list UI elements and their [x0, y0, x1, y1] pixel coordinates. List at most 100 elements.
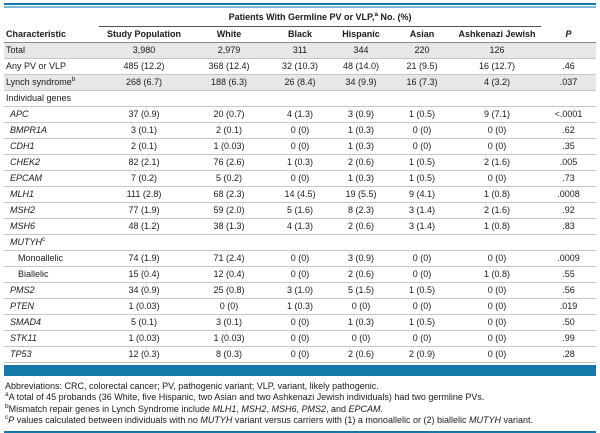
cell-value: 0 (0): [487, 349, 507, 359]
cell-value: 2 (0.1): [215, 125, 242, 135]
cell-value: 2 (0.6): [347, 221, 374, 231]
cell-value: 1 (0.5): [408, 285, 435, 295]
cell-value: 76 (2.6): [213, 157, 245, 167]
cell-value: 2 (0.1): [130, 141, 157, 151]
cell-value: 2,979: [217, 45, 241, 55]
cell-p-value: .46: [562, 61, 575, 71]
cell-value: 5 (0.1): [130, 317, 157, 327]
superscript-a: a: [5, 391, 9, 398]
row-label-tp53: TP53: [4, 346, 99, 362]
cell-value: 0 (0): [290, 141, 310, 151]
cell-value: 4 (1.3): [286, 221, 313, 231]
cell-p-value: .73: [562, 173, 575, 183]
cell-value: 0 (0): [487, 173, 507, 183]
cell-p-value: .92: [562, 205, 575, 215]
column-header-white: White: [189, 26, 269, 43]
table-row-stk11: STK11 1 (0.03) 1 (0.03) 0 (0) 0 (0) 0 (0) 0 (0…: [4, 330, 596, 346]
cell-value: 5 (1.5): [347, 285, 374, 295]
cell-value: 9 (7.1): [484, 109, 511, 119]
table-row-cdh1: CDH1 2 (0.1) 1 (0.03) 0 (0) 1 (0.3) 0 (0) 0 (0…: [4, 138, 596, 154]
table-top-rule: [4, 3, 596, 8]
group-header-row: Patients With Germline PV or VLP,a No. (…: [4, 9, 596, 27]
gene-name: PMS2: [10, 285, 35, 295]
footnote-italic-term: MSH2: [241, 403, 267, 414]
cell-value: 1 (0.03): [128, 301, 160, 311]
cell-value: 0 (0): [290, 125, 310, 135]
table-header: Patients With Germline PV or VLP,a No. (…: [4, 9, 596, 43]
cell-value: 111 (2.8): [126, 189, 162, 199]
cell-value: 12 (0.3): [128, 349, 160, 359]
cell-value: 0 (0): [487, 285, 507, 295]
row-label-chek2: CHEK2: [4, 154, 99, 170]
cell-p-value: <.0001: [554, 109, 583, 119]
cell-value: 1 (0.03): [128, 333, 160, 343]
footnote-italic-term: MUTYH: [200, 415, 233, 425]
cell-value: 0 (0): [487, 317, 507, 327]
cell-value: 8 (2.3): [347, 205, 374, 215]
cell-p-value: .83: [562, 221, 575, 231]
row-label-monoallelic: Monoallelic: [18, 253, 64, 263]
cell-value: 1 (0.03): [213, 333, 245, 343]
cell-value: 74 (1.9): [128, 253, 160, 263]
cell-value: 1 (0.3): [347, 173, 374, 183]
cell-value: 220: [414, 45, 430, 55]
column-header-row: Characteristic Study Population White Black…: [4, 26, 596, 43]
cell-value: 59 (2.0): [213, 205, 245, 215]
table-row-tp53: TP53 12 (0.3) 8 (0.3) 0 (0) 2 (0.6) 2 (0.9) 0 …: [4, 346, 596, 362]
cell-value: 0 (0): [290, 333, 310, 343]
footnote-a: aA total of 45 probands (36 White, five …: [5, 391, 485, 402]
table-row-pten: PTEN 1 (0.03) 0 (0) 1 (0.3) 0 (0) 0 (0) 0 (0).…: [4, 298, 596, 314]
cell-value: 0 (0): [412, 141, 432, 151]
cell-value: 1 (0.8): [484, 221, 511, 231]
cell-value: 12 (0.4): [213, 269, 245, 279]
table-row-pms2: PMS2 34 (0.9) 25 (0.8) 3 (1.0) 5 (1.5) 1 (0.5…: [4, 282, 596, 298]
table-row-epcam: EPCAM 7 (0.2) 5 (0.2) 0 (0) 1 (0.3) 1 (0.5) 0 …: [4, 170, 596, 186]
superscript-b: b: [71, 76, 76, 83]
column-header-p: P: [541, 26, 596, 43]
row-label-any-pv-or-vlp: Any PV or VLP: [6, 61, 67, 71]
cell-value: 8 (0.3): [215, 349, 242, 359]
cell-value: 1 (0.5): [408, 317, 435, 327]
gene-name: PTEN: [10, 301, 35, 311]
table-row-lynch-syndrome: Lynch syndromeb 268 (6.7) 188 (6.3) 26 (8.4…: [4, 74, 596, 90]
footnote-italic-term: P: [8, 415, 15, 425]
table-footer-bar: [4, 364, 596, 376]
cell-value: 1 (0.3): [347, 141, 374, 151]
footnote-italic-term: EPCAM: [348, 403, 381, 414]
cell-p-value: .50: [562, 317, 575, 327]
cell-value: 0 (0): [351, 301, 371, 311]
gene-name: TP53: [10, 349, 32, 359]
cell-p-value: .35: [562, 141, 575, 151]
row-label-mutyh: MUTYHc: [4, 234, 596, 250]
germline-variant-table: Patients With Germline PV or VLP,a No. (…: [4, 9, 596, 363]
table-bottom-rule: [4, 430, 596, 433]
gene-name: SMAD4: [10, 317, 42, 327]
cell-value: 1 (0.5): [408, 173, 435, 183]
row-label-pten: PTEN: [4, 298, 99, 314]
cell-value: 3 (1.0): [286, 285, 313, 295]
footnote-italic-term: MLH1: [212, 403, 237, 414]
table-row-individual-genes: Individual genes: [4, 90, 596, 106]
cell-value: 37 (0.9): [128, 109, 160, 119]
cell-value: 0 (0): [290, 317, 310, 327]
cell-value: 19 (5.5): [345, 189, 377, 199]
cell-value: 3 (1.4): [408, 205, 435, 215]
table-row-apc: APC 37 (0.9) 20 (0.7) 4 (1.3) 3 (0.9) 1 (0.5)…: [4, 106, 596, 122]
row-label-stk11: STK11: [4, 330, 99, 346]
row-label-epcam: EPCAM: [4, 170, 99, 186]
footnote-c: cP values calculated between individuals…: [5, 414, 533, 425]
table-body: Total 3,980 2,979 311 344 220 126 Any PV or VLP…: [4, 42, 596, 362]
cell-value: 0 (0): [412, 125, 432, 135]
cell-p-value: .005: [559, 157, 578, 167]
cell-value: 3 (0.9): [347, 109, 374, 119]
footnote-italic-term: MUTYH: [468, 415, 501, 425]
cell-p-value: [541, 42, 596, 58]
cell-value: 0 (0): [412, 333, 432, 343]
table-row-any-pv-or-vlp: Any PV or VLP 485 (12.2) 368 (12.4) 32 (10.…: [4, 58, 596, 74]
group-header: Patients With Germline PV or VLP,a No. (…: [99, 9, 542, 27]
cell-value: 2 (0.6): [347, 349, 374, 359]
cell-value: 26 (8.4): [284, 77, 316, 87]
cell-p-value: .28: [562, 349, 575, 359]
footnotes: Abbreviations: CRC, colorectal cancer; P…: [4, 376, 596, 427]
cell-value: 16 (7.3): [406, 77, 438, 87]
